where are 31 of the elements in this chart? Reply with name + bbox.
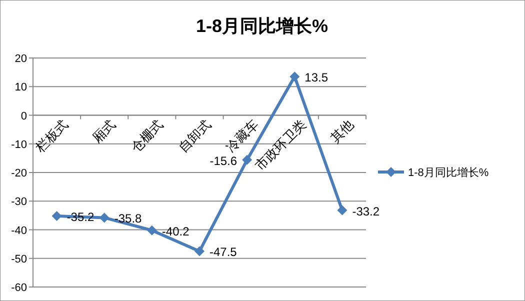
y-tick-label: 20 (14, 53, 27, 65)
y-tick-label: 0 (20, 110, 27, 122)
data-label: -47.5 (210, 245, 238, 260)
point (99, 212, 110, 223)
y-tick-label: 10 (14, 82, 27, 94)
chart-title: 1-8月同比增长% (196, 16, 328, 36)
point (290, 72, 300, 82)
y-tick-label: -10 (11, 138, 27, 151)
data-label: -35.2 (66, 210, 94, 224)
y-tick-label: -60 (11, 282, 27, 294)
data-label: -35.8 (114, 212, 142, 226)
data-label: -33.2 (352, 204, 380, 218)
x-tick-label: 其他 (327, 116, 356, 146)
data-label: 13.5 (304, 70, 328, 85)
y-tick-label: -50 (11, 253, 27, 266)
data-label: -40.2 (162, 224, 190, 238)
y-tick-label: -30 (11, 196, 27, 208)
point (194, 246, 204, 256)
x-tick-label: 冷藏车 (223, 116, 262, 155)
point (337, 205, 348, 216)
data-label: -15.6 (210, 154, 238, 168)
point (146, 225, 157, 236)
legend-label: 1-8月同比增长% (408, 166, 489, 179)
point (242, 154, 252, 165)
point (52, 211, 62, 222)
x-tick-label: 栏板式 (32, 116, 71, 156)
y-tick-label: -40 (11, 224, 27, 237)
x-tick-label: 自卸式 (175, 116, 214, 155)
x-tick-label: 仓栅式 (128, 116, 166, 155)
x-tick-label: 厢式 (89, 116, 118, 146)
y-tick-label: -20 (11, 168, 27, 180)
